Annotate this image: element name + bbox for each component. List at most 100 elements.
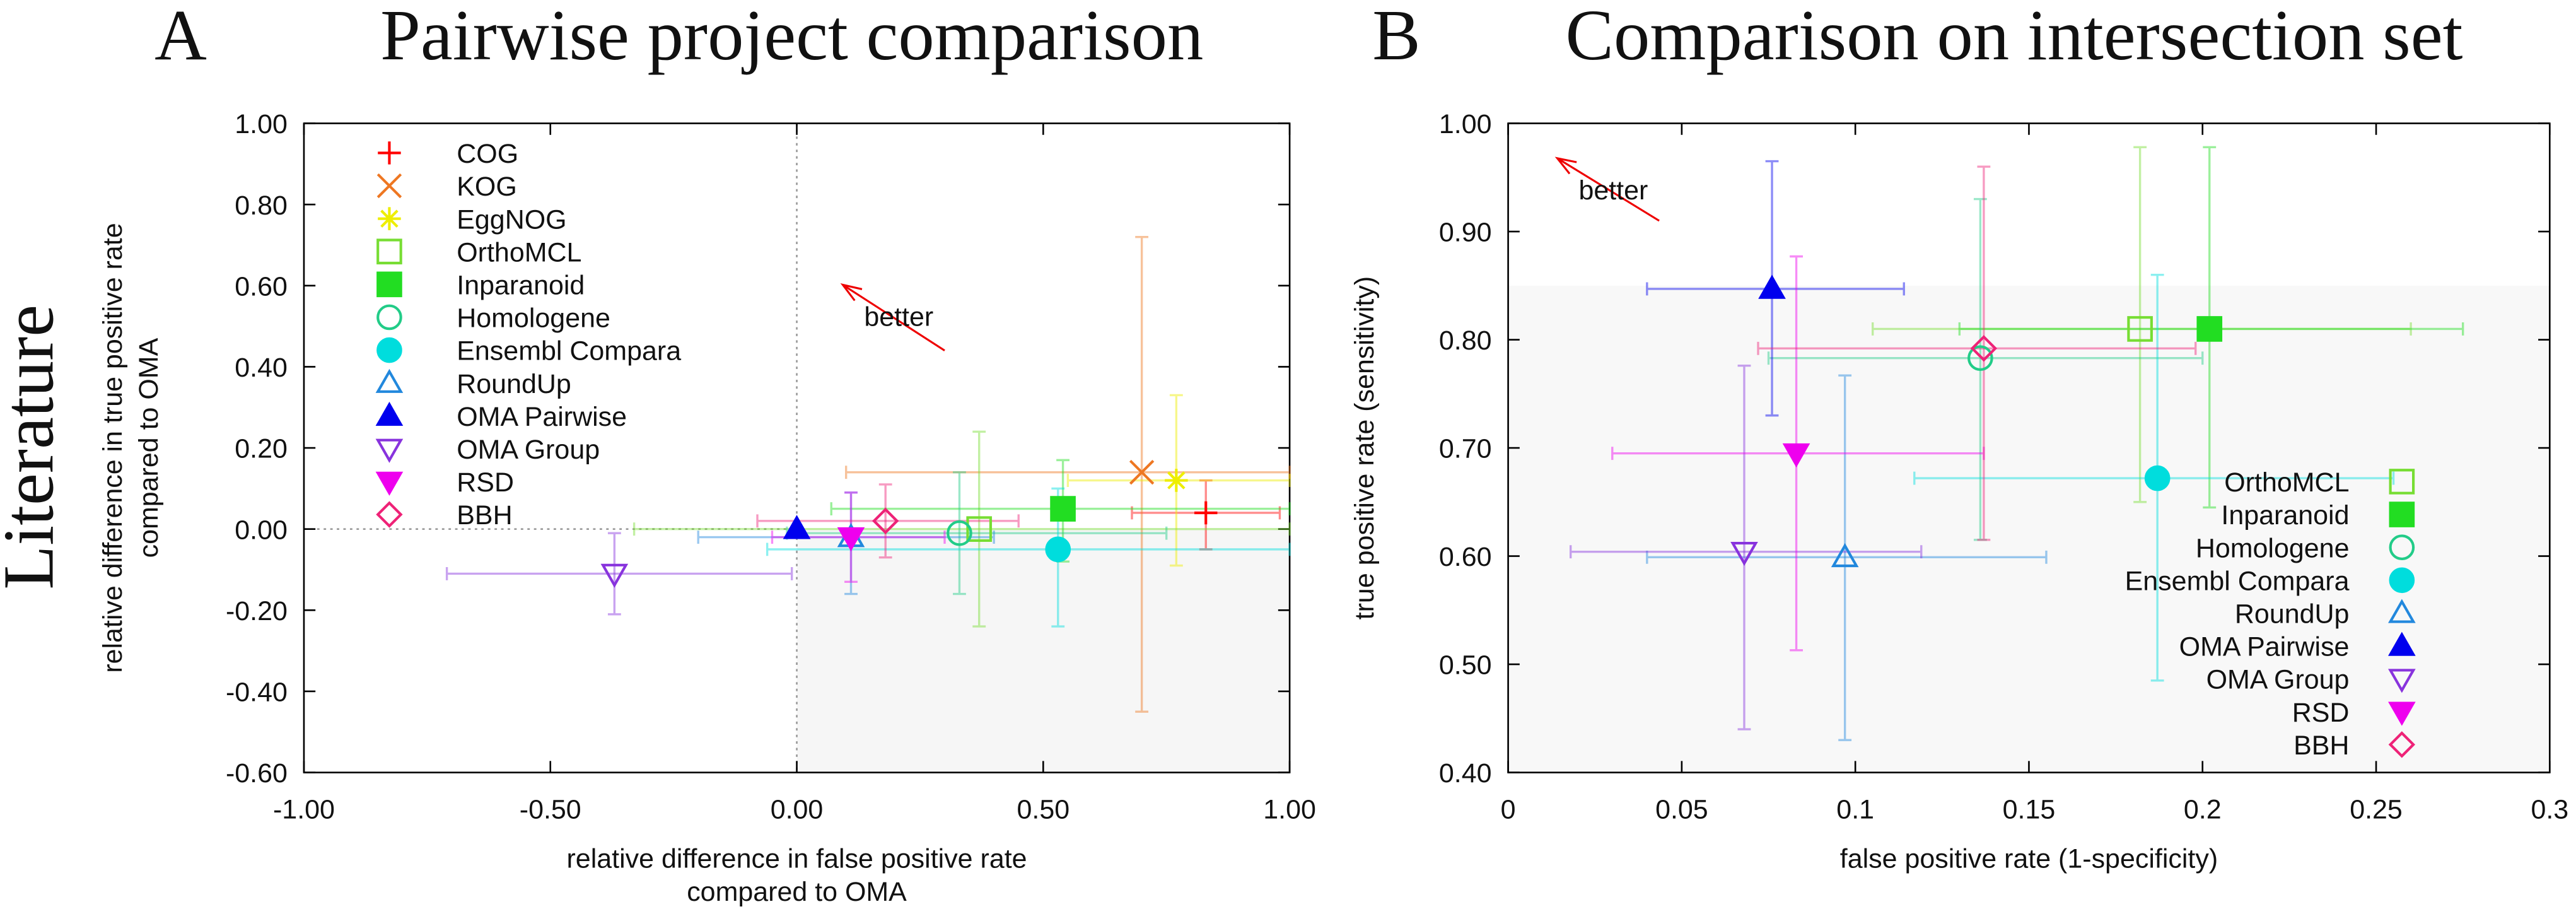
point	[1129, 459, 1155, 485]
point	[1967, 345, 1993, 372]
x-tick-label: 0.05	[1655, 795, 1708, 825]
x-tick-label: 1.00	[1263, 795, 1316, 825]
legend-marker	[2388, 701, 2416, 726]
y-tick-label: 0.90	[1439, 218, 1492, 248]
legend-label: BBH	[457, 500, 512, 531]
legend-marker	[376, 173, 402, 199]
legend-label: RSD	[2292, 698, 2350, 728]
y-tick-label: -0.20	[226, 596, 288, 626]
legend-marker	[378, 141, 401, 165]
legend-marker	[376, 238, 402, 265]
legend-label: Ensembl Compara	[2125, 566, 2350, 596]
legend-marker	[376, 501, 403, 528]
point	[1045, 536, 1071, 563]
x-error-bar	[632, 522, 1291, 536]
y-tick-label: 0.80	[1439, 325, 1492, 356]
x-tick-label: 0.25	[2350, 795, 2403, 825]
x-tick-label: 0.15	[2003, 795, 2056, 825]
y-error-bar	[1135, 235, 1149, 713]
x-axis-label: false positive rate (1-specificity)	[1840, 844, 2218, 874]
y-tick-label: 0.60	[1439, 542, 1492, 572]
point	[947, 520, 972, 546]
point	[2127, 316, 2153, 342]
annotation-arrow	[1556, 157, 1660, 222]
x-error-bar	[1570, 545, 1923, 559]
row-label: Literature	[0, 305, 69, 590]
y-tick-label: 0.70	[1439, 434, 1492, 464]
legend-label: OrthoMCL	[457, 237, 581, 267]
y-tick-label: 0.00	[235, 515, 288, 545]
y-axis-label: true positive rate (sensitivity)	[1349, 276, 1380, 619]
annotation: better	[864, 302, 933, 332]
y-tick-label: -0.60	[226, 758, 288, 789]
x-tick-label: 0.00	[771, 795, 824, 825]
x-axis-label: relative difference in false positive ra…	[566, 844, 1027, 874]
legend-label: Homologene	[2196, 533, 2350, 563]
legend-label: Inparanoid	[457, 270, 585, 300]
y-tick-label: 0.50	[1439, 650, 1492, 681]
x-error-bar	[1872, 322, 2412, 336]
legend-label: RSD	[457, 467, 514, 498]
x-tick-label: 0	[1501, 795, 1516, 825]
legend-label: BBH	[2293, 730, 2349, 761]
x-error-bar	[766, 542, 1291, 556]
point	[1758, 274, 1786, 299]
legend-marker	[376, 271, 402, 298]
legend-marker	[375, 401, 404, 426]
annotation: better	[1578, 175, 1648, 206]
point	[966, 516, 993, 542]
chart-title: Comparison on intersection set	[1565, 0, 2462, 75]
point	[1831, 542, 1859, 568]
legend-label: OMA Group	[2206, 665, 2350, 695]
shaded-region	[1508, 285, 2550, 773]
y-tick-label: 1.00	[1439, 109, 1492, 139]
point	[2196, 316, 2223, 342]
panel-label: A	[154, 0, 207, 75]
annotation-arrowhead	[1554, 156, 1577, 175]
chart-title: Pairwise project comparison	[380, 0, 1203, 75]
x-error-bar	[445, 567, 793, 580]
y-tick-label: 0.60	[235, 271, 288, 302]
point	[1050, 496, 1076, 522]
legend-label: OMA Pairwise	[457, 402, 627, 432]
panel-label: B	[1372, 0, 1420, 75]
y-error-bar	[607, 532, 621, 616]
y-tick-label: 1.00	[235, 109, 288, 139]
y-tick-label: 0.40	[1439, 758, 1492, 789]
y-tick-label: -0.40	[226, 677, 288, 708]
legend-marker	[375, 471, 404, 496]
x-tick-label: -1.00	[273, 795, 335, 825]
legend-label: Homologene	[457, 303, 610, 334]
legend-marker	[2389, 534, 2415, 561]
x-tick-label: -0.50	[520, 795, 581, 825]
x-axis-label: compared to OMA	[687, 877, 907, 907]
point	[1970, 335, 1998, 362]
y-error-bar	[953, 471, 966, 595]
y-tick-label: 0.20	[235, 434, 288, 464]
legend-marker	[375, 438, 404, 463]
x-error-bar	[844, 466, 1291, 479]
legend-label: Ensembl Compara	[457, 336, 681, 367]
point	[600, 563, 629, 588]
x-tick-label: 0.50	[1017, 795, 1070, 825]
annotation-arrowhead	[840, 283, 863, 302]
y-error-bar	[1737, 365, 1751, 730]
legend-marker	[2388, 631, 2416, 656]
legend-label: Inparanoid	[2221, 500, 2349, 531]
x-tick-label: 0.2	[2184, 795, 2222, 825]
y-error-bar	[2133, 146, 2147, 503]
point	[1194, 501, 1218, 525]
x-error-bar	[1646, 550, 2048, 564]
y-error-bar	[1838, 374, 1852, 741]
legend-marker	[2388, 731, 2416, 758]
annotation-arrow	[842, 284, 945, 352]
point	[1730, 541, 1758, 566]
point	[1165, 469, 1188, 492]
legend-marker	[2389, 501, 2415, 527]
legend-marker	[376, 337, 402, 363]
legend-label: KOG	[457, 172, 517, 202]
legend-label: OMA Pairwise	[2179, 632, 2350, 662]
point	[783, 515, 811, 539]
